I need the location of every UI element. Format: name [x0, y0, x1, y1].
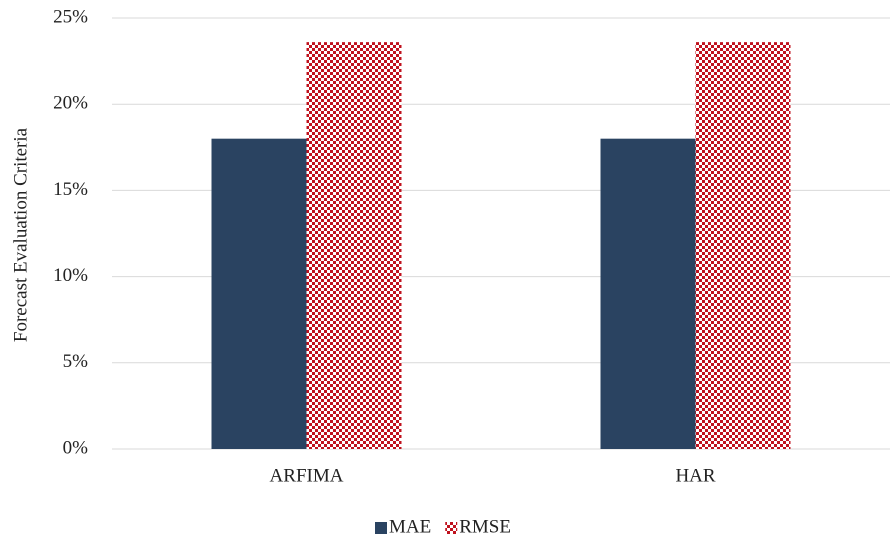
- legend-label: RMSE: [459, 516, 511, 537]
- y-tick-label: 15%: [53, 179, 88, 200]
- y-tick-label: 10%: [53, 265, 88, 286]
- y-tick-label: 0%: [63, 437, 89, 458]
- legend-swatch: [375, 522, 387, 534]
- bar: [600, 138, 696, 449]
- x-tick-label: HAR: [675, 465, 715, 486]
- legend-label: MAE: [389, 516, 431, 537]
- y-tick-label: 25%: [53, 6, 88, 27]
- y-tick-label: 20%: [53, 93, 88, 114]
- x-tick-label: ARFIMA: [270, 465, 344, 486]
- legend-swatch: [445, 522, 458, 534]
- bar: [695, 42, 791, 450]
- bar: [306, 42, 402, 450]
- y-tick-label: 5%: [63, 351, 89, 372]
- y-axis-title: Forecast Evaluation Criteria: [10, 127, 31, 342]
- bar: [211, 138, 307, 449]
